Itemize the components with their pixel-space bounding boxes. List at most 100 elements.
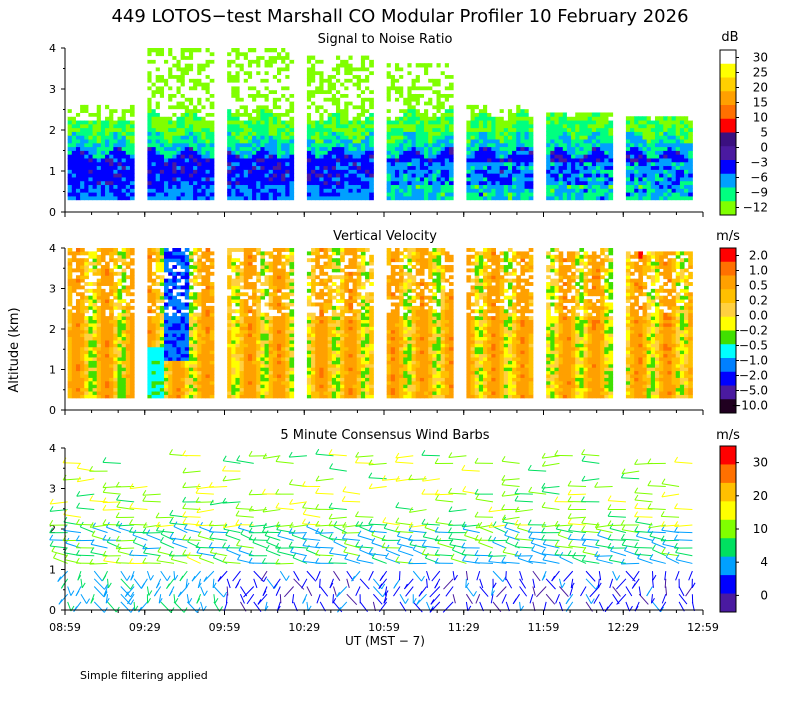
vv-cell [88,364,93,368]
snr-cell [109,147,114,151]
snr-cell [256,143,261,147]
snr-cell [546,150,551,154]
vv-cell [156,248,161,252]
vv-cell [130,251,135,255]
snr-cell [281,192,286,196]
snr-cell [269,158,274,162]
snr-cell [340,158,345,162]
snr-cell [201,97,206,101]
snr-cell [227,112,232,116]
snr-cell [445,116,450,120]
snr-cell [168,131,173,135]
snr-cell [311,173,316,177]
vv-cell [168,364,173,368]
snr-cell [420,116,425,120]
snr-cell [676,135,681,139]
snr-cell [193,101,198,105]
snr-cell [554,181,559,185]
snr-cell [391,97,396,101]
snr-cell [663,116,668,120]
snr-cell [147,59,152,63]
snr-cell [420,192,425,196]
snr-cell [369,116,374,120]
snr-cell [201,48,206,52]
vv-cell [88,377,93,381]
snr-cell [168,124,173,128]
snr-cell [554,124,559,128]
snr-cell [634,173,639,177]
snr-cell [231,78,236,82]
snr-cell [508,192,513,196]
snr-cell [399,192,404,196]
snr-cell [416,143,421,147]
snr-cell [147,169,152,173]
vv-cell [93,323,98,327]
snr-cell [273,147,278,151]
snr-cell [193,158,198,162]
snr-cell [210,166,215,170]
snr-cell [651,154,656,158]
snr-cell [420,169,425,173]
snr-cell [252,181,257,185]
snr-cell [72,158,77,162]
vv-cell [105,388,110,392]
snr-cell [164,128,169,132]
snr-cell [348,109,353,113]
snr-cell [72,162,77,166]
snr-cell [353,97,358,101]
snr-cell [353,109,358,113]
snr-cell [248,150,253,154]
snr-cell [285,52,290,56]
vv-cell [126,248,131,252]
snr-cell [395,181,400,185]
snr-cell [332,59,337,63]
snr-cell [324,59,329,63]
snr-cell [643,124,648,128]
vv-cell [160,391,165,395]
colorbar-swatch [720,133,736,147]
snr-cell [252,166,257,170]
vv-cell [118,374,123,378]
vv-cell [76,299,81,303]
snr-cell [403,173,408,177]
snr-cell [319,169,324,173]
vv-cell [113,357,118,361]
snr-cell [407,124,412,128]
snr-cell [185,150,190,154]
snr-cell [193,52,198,56]
snr-cell [118,158,123,162]
snr-cell [340,63,345,67]
snr-cell [437,131,442,135]
snr-cell [307,147,312,151]
snr-cell [424,78,429,82]
snr-cell [643,150,648,154]
snr-cell [122,158,127,162]
vv-cell [84,296,89,300]
snr-cell [630,135,635,139]
snr-cell [206,162,211,166]
snr-cell [441,158,446,162]
vv-cell [80,343,85,347]
snr-cell [240,105,245,109]
snr-cell [495,131,500,135]
snr-cell [500,112,505,116]
snr-cell [563,131,568,135]
snr-cell [655,166,660,170]
snr-cell [122,120,127,124]
snr-cell [365,86,370,90]
snr-cell [395,86,400,90]
snr-cell [512,143,517,147]
vv-cell [164,320,169,324]
snr-cell [176,177,181,181]
snr-cell [688,166,693,170]
snr-cell [475,143,480,147]
snr-cell [495,105,500,109]
snr-cell [189,166,194,170]
snr-cell [324,109,329,113]
snr-cell [210,101,215,105]
snr-cell [424,90,429,94]
snr-cell [244,128,249,132]
snr-cell [596,150,601,154]
snr-cell [483,181,488,185]
snr-cell [508,169,513,173]
